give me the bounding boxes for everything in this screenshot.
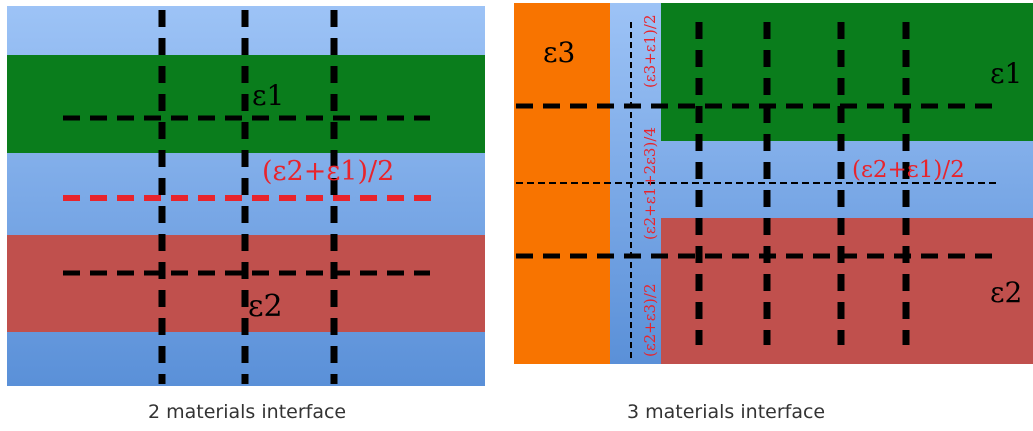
- material-e1-region: [661, 3, 1033, 141]
- caption-two-materials: 2 materials interface: [148, 401, 347, 423]
- caption-three-materials: 3 materials interface: [627, 401, 826, 423]
- panel-three-materials: ε3 ε1 ε2 (ε2+ε1)/2 (ε3+ε1)/2 (ε2+ε1+2ε3)…: [514, 3, 1033, 364]
- label-average: (ε2+ε1)/2: [262, 156, 394, 187]
- label-e3: ε3: [543, 36, 575, 69]
- label-average-vertical-middle: (ε2+ε1+2ε3)/4: [641, 127, 659, 240]
- label-average-vertical-top: (ε3+ε1)/2: [641, 15, 659, 89]
- material-e2-region: [661, 218, 1033, 364]
- label-e1: ε1: [252, 79, 284, 112]
- label-average-vertical-bottom: (ε2+ε3)/2: [641, 284, 659, 358]
- panel-two-materials: ε1 (ε2+ε1)/2 ε2: [7, 6, 485, 386]
- label-e1: ε1: [990, 57, 1022, 90]
- label-e2: ε2: [248, 289, 283, 324]
- label-e2: ε2: [990, 276, 1022, 309]
- vertical-grid-lines: [158, 10, 338, 384]
- label-average-horizontal: (ε2+ε1)/2: [852, 157, 965, 183]
- material-e2-region: [7, 235, 485, 332]
